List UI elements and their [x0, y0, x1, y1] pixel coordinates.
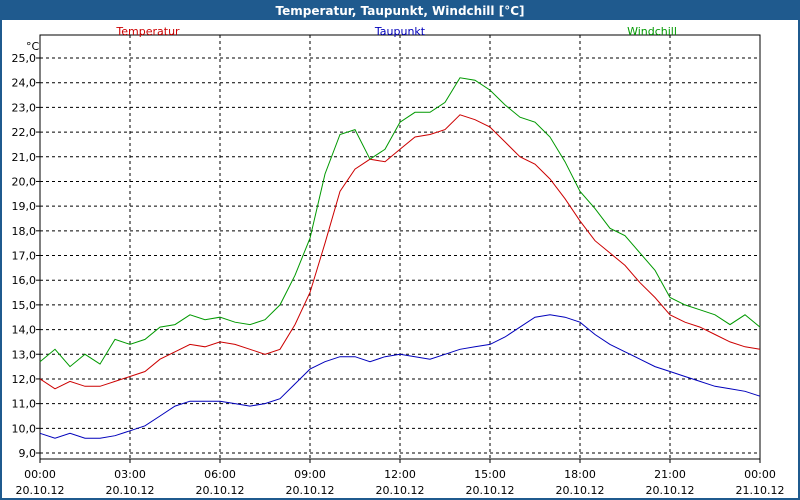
y-tick-label: 20,0	[12, 175, 37, 188]
series-line-temperatur	[39, 114, 761, 390]
y-tick-label: 24,0	[12, 77, 37, 90]
x-tick-time: 00:00	[24, 468, 56, 481]
legend-temperatur: Temperatur	[115, 25, 180, 38]
y-tick-label: 18,0	[12, 225, 37, 238]
legend-windchill: Windchill	[627, 25, 677, 38]
x-tick-date: 20.10.12	[646, 484, 695, 497]
y-tick-label: 14,0	[12, 324, 37, 337]
x-tick-time: 18:00	[564, 468, 596, 481]
x-tick-time: 09:00	[294, 468, 326, 481]
y-tick-label: 25,0	[12, 52, 37, 65]
y-tick-label: 23,0	[12, 101, 37, 114]
x-tick-date: 20.10.12	[466, 484, 515, 497]
x-tick-time: 21:00	[654, 468, 686, 481]
y-tick-label: 16,0	[12, 274, 37, 287]
x-tick-time: 03:00	[114, 468, 146, 481]
y-tick-label: 10,0	[12, 422, 37, 435]
y-tick-label: 17,0	[12, 250, 37, 263]
y-tick-label: 11,0	[12, 398, 37, 411]
y-tick-label: 19,0	[12, 200, 37, 213]
x-tick-time: 00:00	[744, 468, 776, 481]
y-tick-label: 9,0	[19, 447, 37, 460]
grid-lines	[40, 35, 760, 459]
x-tick-date: 20.10.12	[106, 484, 155, 497]
series-lines	[39, 77, 761, 439]
x-tick-date: 20.10.12	[16, 484, 65, 497]
x-tick-date: 20.10.12	[286, 484, 335, 497]
x-tick-date: 20.10.12	[196, 484, 245, 497]
series-line-taupunkt	[39, 314, 761, 439]
y-tick-label: 13,0	[12, 348, 37, 361]
chart-title: Temperatur, Taupunkt, Windchill [°C]	[2, 2, 798, 20]
x-tick-time: 15:00	[474, 468, 506, 481]
x-tick-date: 20.10.12	[556, 484, 605, 497]
x-tick-date: 20.10.12	[376, 484, 425, 497]
y-tick-label: 21,0	[12, 151, 37, 164]
y-tick-label: 12,0	[12, 373, 37, 386]
y-tick-label: 15,0	[12, 299, 37, 312]
series-line-windchill	[39, 77, 761, 368]
x-axis-ticks: 00:00 20.10.12 03:00 20.10.12 06:00 20.10.12 0…	[16, 459, 785, 497]
legend-taupunkt: Taupunkt	[374, 25, 426, 38]
y-axis-label: °C	[26, 40, 40, 53]
x-tick-time: 06:00	[204, 468, 236, 481]
y-tick-label: 22,0	[12, 126, 37, 139]
x-tick-time: 12:00	[384, 468, 416, 481]
y-axis-ticks: 9,0 10,0 11,0 12,0 13,0 14,0 15,0 16,0 17,0 18,0 1…	[12, 52, 40, 460]
x-tick-date: 21.10.12	[736, 484, 785, 497]
legend: Temperatur Taupunkt Windchill	[115, 25, 677, 38]
